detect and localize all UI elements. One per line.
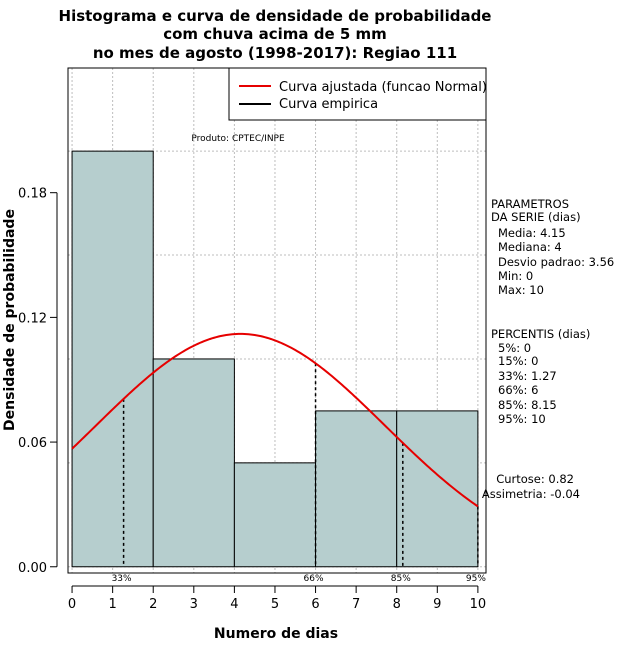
parameter-min: Min: 0 (498, 269, 533, 283)
legend: Curva ajustada (funcao Normal) Curva emp… (228, 67, 487, 121)
title-line-1: Histograma e curva de densidade de proba… (59, 7, 492, 25)
histogram-bar-1 (152, 358, 235, 568)
percentile-markers: 33% 66% 85% 95% (112, 363, 486, 584)
legend-empirical-label: Curva empirica (279, 97, 378, 112)
x-axis: 0 1 2 3 4 5 6 7 8 9 10 (68, 585, 487, 612)
y-tick-label-1: 0.06 (18, 436, 47, 451)
y-axis: 0.00 0.06 0.12 0.18 (18, 187, 58, 576)
percentiles-header: PERCENTIS (dias) (491, 327, 590, 341)
x-tick-label-7: 7 (352, 597, 360, 612)
y-tick-label-2: 0.12 (18, 311, 47, 326)
x-tick-label-0: 0 (68, 597, 76, 612)
x-tick-label-5: 5 (271, 597, 279, 612)
skewness-stat: Assimetria: -0.04 (482, 487, 580, 501)
x-tick-label-2: 2 (149, 597, 157, 612)
x-tick-label-6: 6 (311, 597, 319, 612)
histogram-bars (71, 150, 479, 568)
parameters-header-1: PARAMETROS (491, 197, 569, 211)
kurtosis-stat: Curtose: 0.82 (496, 472, 574, 486)
x-tick-label-3: 3 (190, 597, 198, 612)
histogram-bar-4 (396, 410, 479, 568)
shape-statistics: Curtose: 0.82 Assimetria: -0.04 (482, 472, 580, 501)
legend-fitted-label: Curva ajustada (funcao Normal) (279, 80, 487, 95)
legend-box (228, 67, 487, 121)
y-tick-label-3: 0.18 (18, 187, 47, 202)
x-tick-label-1: 1 (109, 597, 117, 612)
percentile-label-0: 33% (112, 574, 132, 584)
parameters-header-2: DA SERIE (dias) (491, 210, 581, 224)
percentile-label-2: 85% (391, 574, 411, 584)
percentile-15: 15%: 0 (498, 354, 538, 368)
histogram-bar-0 (71, 150, 154, 568)
percentile-33: 33%: 1.27 (498, 369, 557, 383)
percentile-95: 95%: 10 (498, 412, 546, 426)
percentile-85: 85%: 8.15 (498, 398, 557, 412)
percentiles-panel: PERCENTIS (dias) 5%: 0 15%: 0 33%: 1.27 … (491, 327, 590, 426)
parameter-mean: Media: 4.15 (498, 226, 566, 240)
chart-title: Histograma e curva de densidade de proba… (59, 7, 492, 62)
x-tick-label-8: 8 (393, 597, 401, 612)
fitted-curve-line (71, 332, 479, 508)
histogram-bar-3 (315, 410, 398, 568)
percentile-label-1: 66% (304, 574, 324, 584)
histogram-bar-2 (233, 462, 317, 568)
x-tick-label-10: 10 (470, 597, 487, 612)
title-line-3: no mes de agosto (1998-2017): Regiao 111 (93, 44, 457, 62)
x-tick-label-4: 4 (230, 597, 238, 612)
y-tick-label-0: 0.00 (18, 561, 47, 576)
fitted-normal-curve (71, 332, 479, 508)
parameter-median: Mediana: 4 (498, 240, 562, 254)
source-label: Produto: CPTEC/INPE (191, 134, 285, 144)
parameter-sd: Desvio padrao: 3.56 (498, 255, 614, 269)
series-parameters: PARAMETROS DA SERIE (dias) Media: 4.15 M… (491, 197, 614, 297)
y-axis-label: Densidade de probabilidade (2, 209, 18, 431)
title-line-2: com chuva acima de 5 mm (163, 25, 387, 43)
x-tick-label-9: 9 (433, 597, 441, 612)
x-axis-label: Numero de dias (214, 626, 338, 642)
percentile-5: 5%: 0 (498, 341, 531, 355)
percentile-66: 66%: 6 (498, 383, 538, 397)
percentile-label-3: 95% (466, 574, 486, 584)
parameter-max: Max: 10 (498, 283, 544, 297)
